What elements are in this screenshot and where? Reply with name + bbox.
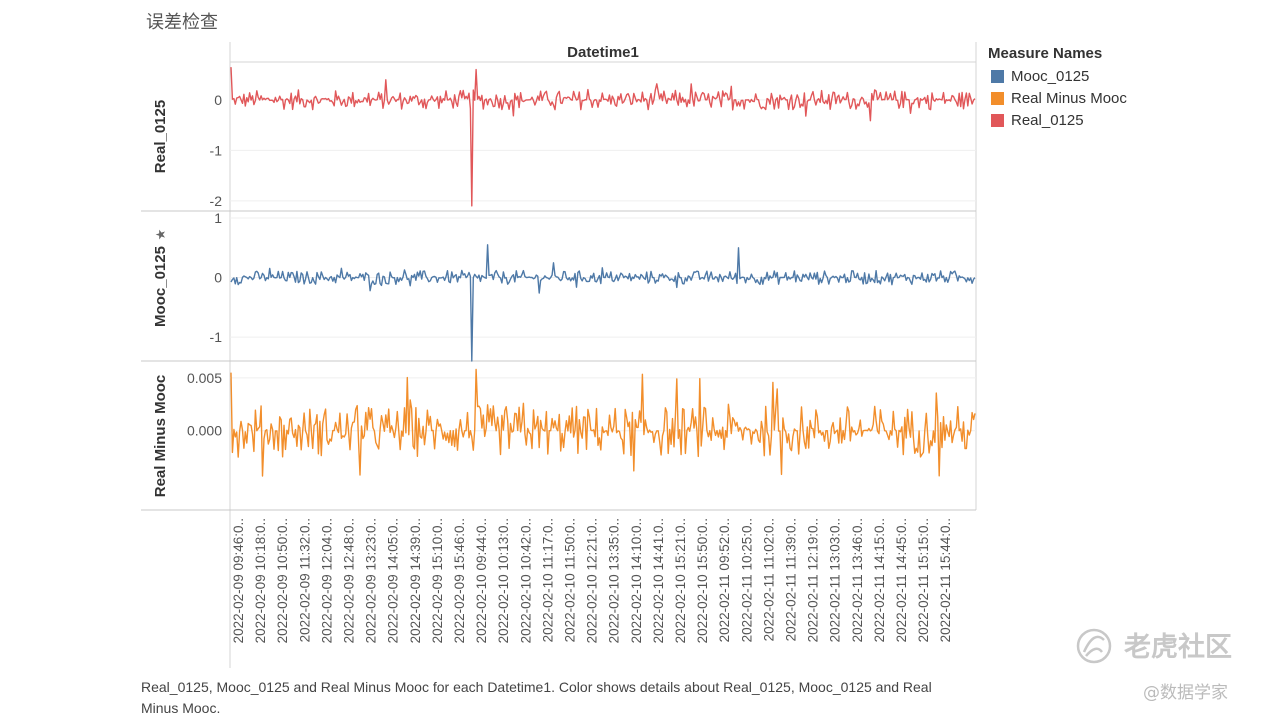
x-tick-label: 2022-02-10 10:13:0.. bbox=[496, 518, 511, 643]
x-tick-label: 2022-02-10 11:17:0.. bbox=[540, 518, 555, 642]
y-tick-label: -2 bbox=[210, 193, 223, 209]
x-tick-label: 2022-02-10 13:35:0.. bbox=[607, 518, 622, 643]
pin-icon: ★ bbox=[154, 229, 169, 241]
x-tick-label: 2022-02-11 13:03:0.. bbox=[828, 518, 843, 642]
x-tick-label: 2022-02-10 14:10:0.. bbox=[629, 518, 644, 643]
legend-swatch bbox=[991, 91, 1004, 105]
x-tick-label: 2022-02-11 15:15:0.. bbox=[916, 518, 931, 642]
row-label: Mooc_0125 bbox=[152, 246, 169, 327]
x-tick-label: 2022-02-09 10:18:0.. bbox=[253, 518, 268, 643]
series-line-real_0125 bbox=[230, 67, 976, 207]
caption: Real_0125, Mooc_0125 and Real Minus Mooc… bbox=[141, 679, 932, 716]
x-tick-label: 2022-02-11 14:15:0.. bbox=[872, 518, 887, 642]
legend-swatch bbox=[991, 113, 1004, 127]
series-line-real-minus-mooc bbox=[230, 368, 976, 477]
legend-item-real[interactable]: Real_0125 bbox=[988, 109, 1127, 131]
x-tick-label: 2022-02-11 14:45:0.. bbox=[894, 518, 909, 642]
x-tick-label: 2022-02-09 10:50:0.. bbox=[275, 518, 290, 643]
x-tick-label: 2022-02-11 11:39:0.. bbox=[784, 518, 799, 641]
legend-item-real-minus-mooc[interactable]: Real Minus Mooc bbox=[988, 87, 1127, 109]
x-tick-label: 2022-02-10 15:50:0.. bbox=[695, 518, 710, 643]
x-tick-label: 2022-02-11 10:25:0.. bbox=[739, 518, 754, 642]
y-tick-label: 0.005 bbox=[187, 370, 222, 386]
y-tick-label: 0 bbox=[214, 92, 222, 108]
legend-label: Real_0125 bbox=[1011, 111, 1084, 129]
x-tick-label: 2022-02-09 15:46:0.. bbox=[452, 518, 467, 643]
y-tick-label: 0 bbox=[214, 270, 222, 286]
x-tick-label: 2022-02-09 12:48:0.. bbox=[342, 518, 357, 643]
y-tick-label: 0.000 bbox=[187, 423, 222, 439]
x-tick-label: 2022-02-11 12:19:0.. bbox=[806, 518, 821, 642]
watermark-logo-text: 老虎社区 bbox=[1124, 631, 1232, 663]
y-tick-label: -1 bbox=[210, 329, 223, 345]
legend: Measure Names Mooc_0125 Real Minus Mooc … bbox=[988, 45, 1127, 131]
watermark-logo: 老虎社区 bbox=[1076, 628, 1232, 664]
x-tick-label: 2022-02-09 14:05:0.. bbox=[386, 518, 401, 643]
x-tick-label: 2022-02-11 15:44:0.. bbox=[938, 518, 953, 642]
y-tick-label: 1 bbox=[214, 210, 222, 226]
x-tick-label: 2022-02-09 15:10:0.. bbox=[430, 518, 445, 643]
legend-label: Real Minus Mooc bbox=[1011, 89, 1127, 107]
x-tick-label: 2022-02-09 12:04:0.. bbox=[319, 518, 334, 643]
x-tick-label: 2022-02-09 13:23:0.. bbox=[364, 518, 379, 643]
watermark-text: @数据学家 bbox=[1143, 683, 1228, 703]
row-label: Real_0125 bbox=[152, 100, 169, 173]
x-tick-label: 2022-02-11 09:52:0.. bbox=[717, 518, 732, 642]
x-tick-label: 2022-02-11 13:46:0.. bbox=[850, 518, 865, 642]
x-tick-label: 2022-02-10 14:41:0.. bbox=[651, 518, 666, 643]
x-tick-label: 2022-02-10 15:21:0.. bbox=[673, 518, 688, 643]
legend-title: Measure Names bbox=[988, 45, 1103, 62]
row-label: Real Minus Mooc bbox=[152, 375, 169, 498]
x-tick-label: 2022-02-10 10:42:0.. bbox=[518, 518, 533, 643]
x-tick-label: 2022-02-11 11:02:0.. bbox=[761, 518, 776, 641]
x-tick-label: 2022-02-09 11:32:0.. bbox=[297, 518, 312, 642]
y-tick-label: -1 bbox=[210, 142, 223, 158]
column-header-label: Datetime1 bbox=[567, 44, 639, 61]
x-tick-label: 2022-02-09 14:39:0.. bbox=[408, 518, 423, 643]
legend-label: Mooc_0125 bbox=[1011, 67, 1090, 85]
sheet-title: 误差检查 bbox=[146, 12, 218, 33]
legend-swatch bbox=[991, 69, 1004, 83]
x-tick-label: 2022-02-10 09:44:0.. bbox=[474, 518, 489, 643]
x-tick-label: 2022-02-09 09:46:0.. bbox=[231, 518, 246, 643]
series-line-mooc_0125 bbox=[230, 244, 976, 362]
x-tick-label: 2022-02-10 12:21:0.. bbox=[585, 518, 600, 643]
legend-item-mooc[interactable]: Mooc_0125 bbox=[988, 65, 1127, 87]
chart: Datetime1 0 -1 -2 Real_0125 1 0 -1 Mooc_0125 ★ 0.0… bbox=[141, 42, 977, 668]
x-tick-label: 2022-02-10 11:50:0.. bbox=[563, 518, 578, 642]
